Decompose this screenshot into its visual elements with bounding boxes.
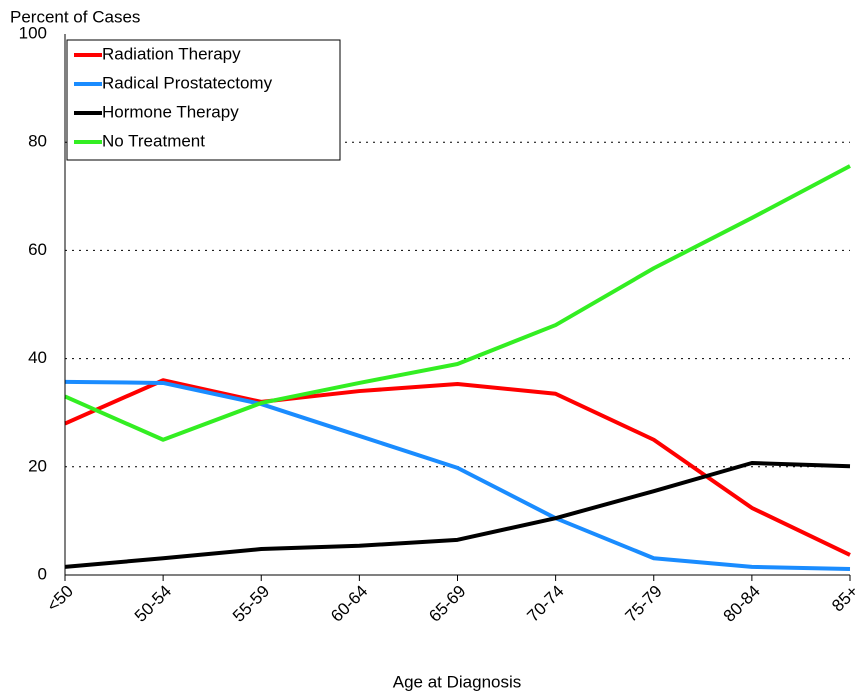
y-tick-label: 0: [38, 564, 47, 583]
legend: Radiation Therapy Radical Prostatectomy Ho…: [66, 39, 341, 161]
x-tick-label: 70-74: [523, 582, 567, 626]
grid: [65, 141, 850, 468]
line-series: [64, 164, 851, 442]
legend-label: Radiation Therapy: [102, 44, 241, 63]
y-tick-label: 100: [19, 23, 47, 42]
x-tick-label: 85+: [828, 582, 857, 616]
legend-label: Hormone Therapy: [102, 102, 239, 121]
x-axis-label: Age at Diagnosis: [393, 672, 522, 691]
x-tick-label: 55-59: [229, 582, 273, 626]
plot: [64, 164, 851, 572]
y-tick-label: 60: [28, 240, 47, 259]
x-tick-label: 60-64: [327, 582, 371, 626]
y-tick-label: 80: [28, 132, 47, 151]
line-series: [64, 379, 851, 572]
legend-label: No Treatment: [102, 131, 205, 150]
x-tick-label: 80-84: [720, 582, 764, 626]
x-tick-label: 50-54: [131, 582, 175, 626]
legend-label: Radical Prostatectomy: [102, 73, 273, 92]
y-tick-label: 40: [28, 348, 47, 367]
x-tick-label: 75-79: [622, 582, 666, 626]
line-series: [64, 461, 851, 569]
y-tick-label: 20: [28, 456, 47, 475]
y-axis-label: Percent of Cases: [10, 7, 140, 26]
line-series: [64, 378, 851, 557]
x-tick-label: <50: [43, 582, 77, 616]
legend-box: [66, 39, 341, 161]
x-tick-label: 65-69: [425, 582, 469, 626]
